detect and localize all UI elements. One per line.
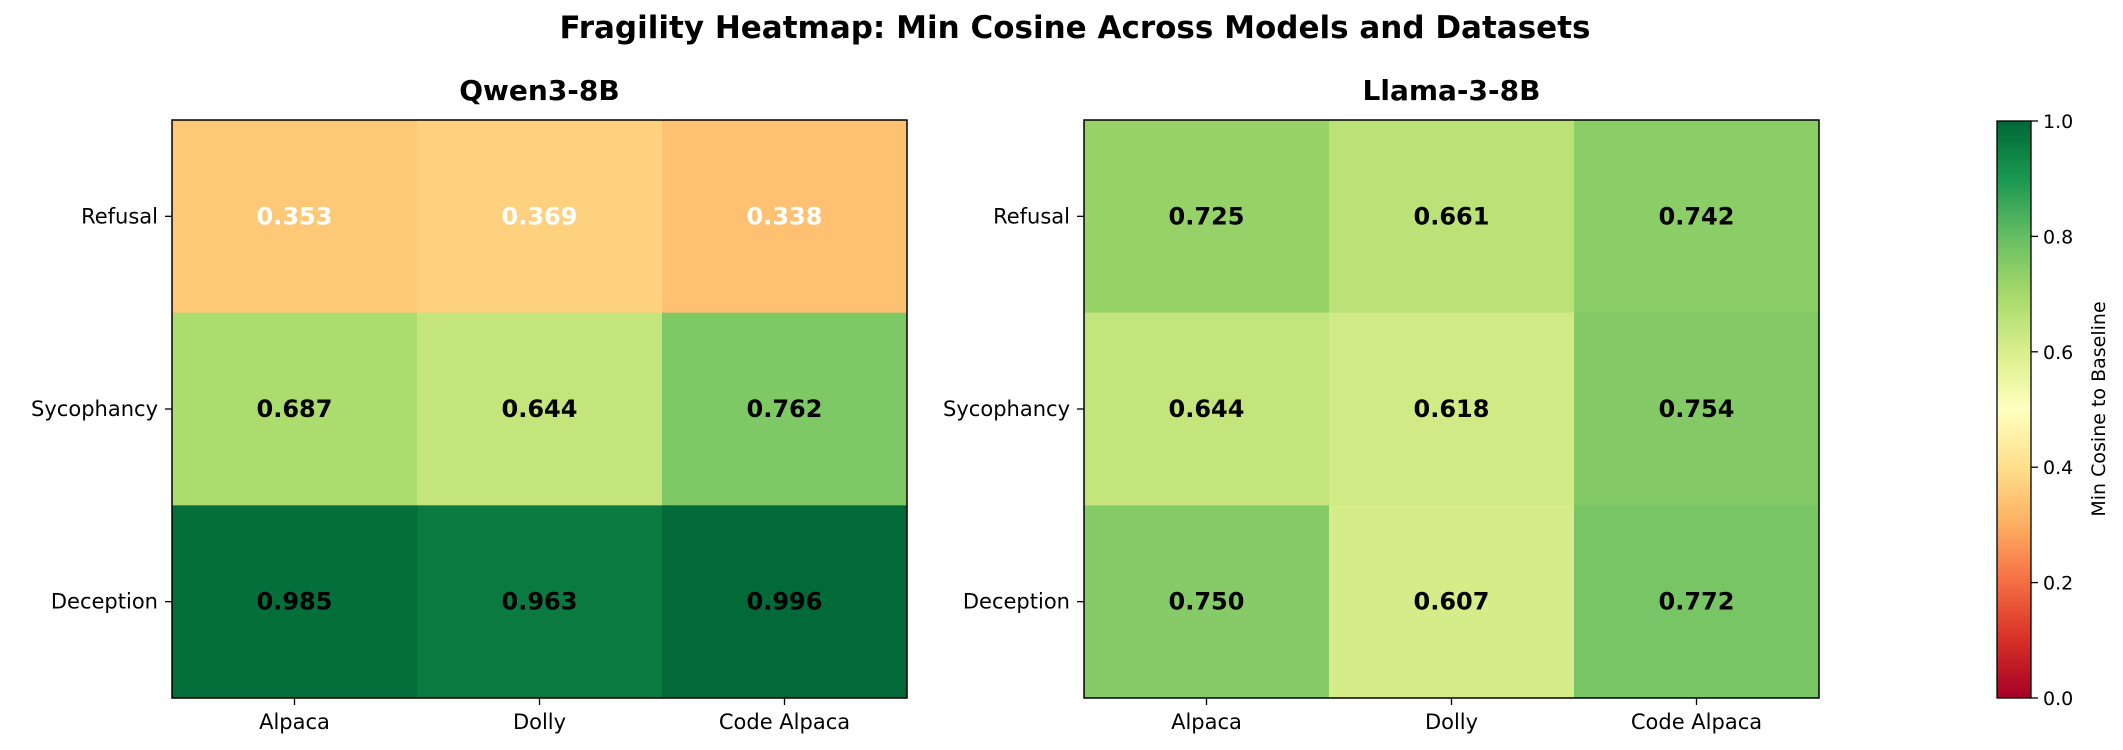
- column-label-dolly: Dolly: [1425, 710, 1478, 734]
- row-label-deception: Deception: [51, 590, 158, 614]
- cell-value-label: 0.742: [1659, 202, 1735, 230]
- panel-title: Llama-3-8B: [1363, 74, 1541, 107]
- heatmap-cell: [662, 505, 908, 699]
- heatmap-cell: [1329, 312, 1575, 506]
- heatmap-cell: [1084, 120, 1330, 314]
- cell-value-label: 0.996: [747, 588, 823, 616]
- panel-llama-3-8b: Llama-3-8B 0.725 0.661 0.742 0.644 0.618 0.754…: [943, 74, 1820, 734]
- colorbar-tick-label: 0.4: [2043, 457, 2073, 479]
- colorbar: Min Cosine to Baseline 0.0 0.2 0.4 0.6 0.8 1.…: [1996, 111, 2110, 710]
- cell-value-label: 0.644: [502, 395, 578, 423]
- heatmap-cell: [1329, 505, 1575, 699]
- column-label-code-alpaca: Code Alpaca: [1631, 710, 1762, 734]
- cell-value-label: 0.772: [1659, 588, 1735, 616]
- heatmap-cell: [417, 120, 663, 314]
- heatmap-cell: [172, 120, 418, 314]
- heatmap-cell: [662, 120, 908, 314]
- row-label-refusal: Refusal: [993, 204, 1070, 228]
- cell-value-label: 0.963: [502, 588, 578, 616]
- cell-value-label: 0.750: [1169, 588, 1245, 616]
- heatmap-cell: [1574, 312, 1820, 506]
- row-label-sycophancy: Sycophancy: [943, 397, 1070, 421]
- cell-value-label: 0.687: [257, 395, 333, 423]
- column-label-dolly: Dolly: [513, 710, 566, 734]
- cell-value-label: 0.644: [1169, 395, 1245, 423]
- cell-value-label: 0.985: [257, 588, 333, 616]
- heatmap-cell: [1574, 120, 1820, 314]
- heatmap-cell: [1084, 505, 1330, 699]
- heatmap-cell: [1574, 505, 1820, 699]
- cell-value-label: 0.338: [747, 202, 823, 230]
- column-label-alpaca: Alpaca: [259, 710, 330, 734]
- colorbar-tick-label: 0.6: [2043, 342, 2073, 364]
- colorbar-tick-label: 0.0: [2043, 688, 2073, 710]
- row-label-deception: Deception: [963, 590, 1070, 614]
- column-label-code-alpaca: Code Alpaca: [719, 710, 850, 734]
- heatmap-cell: [172, 505, 418, 699]
- cell-value-label: 0.762: [747, 395, 823, 423]
- heatmap-cell: [662, 312, 908, 506]
- column-label-alpaca: Alpaca: [1171, 710, 1242, 734]
- heatmap-cell: [417, 505, 663, 699]
- cell-value-label: 0.353: [257, 202, 333, 230]
- colorbar-tick-label: 0.2: [2043, 573, 2073, 595]
- cell-value-label: 0.369: [502, 202, 578, 230]
- heatmap-cell: [1084, 312, 1330, 506]
- heatmap-cell: [417, 312, 663, 506]
- colorbar-scale: [1996, 120, 2032, 699]
- row-label-refusal: Refusal: [81, 204, 158, 228]
- figure-title: Fragility Heatmap: Min Cosine Across Mod…: [560, 10, 1591, 46]
- cell-value-label: 0.607: [1414, 588, 1490, 616]
- panel-qwen3-8b: Qwen3-8B 0.353 0.369 0.338 0.687 0.644 0.762 0.…: [31, 74, 908, 734]
- row-label-sycophancy: Sycophancy: [31, 397, 158, 421]
- cell-value-label: 0.661: [1414, 202, 1490, 230]
- panel-title: Qwen3-8B: [459, 74, 620, 107]
- colorbar-tick-label: 1.0: [2043, 111, 2073, 133]
- heatmap-cell: [1329, 120, 1575, 314]
- cell-value-label: 0.618: [1414, 395, 1490, 423]
- colorbar-tick-label: 0.8: [2043, 226, 2073, 248]
- colorbar-label: Min Cosine to Baseline: [2088, 301, 2110, 516]
- cell-value-label: 0.725: [1169, 202, 1245, 230]
- heatmap-cell: [172, 312, 418, 506]
- cell-value-label: 0.754: [1659, 395, 1735, 423]
